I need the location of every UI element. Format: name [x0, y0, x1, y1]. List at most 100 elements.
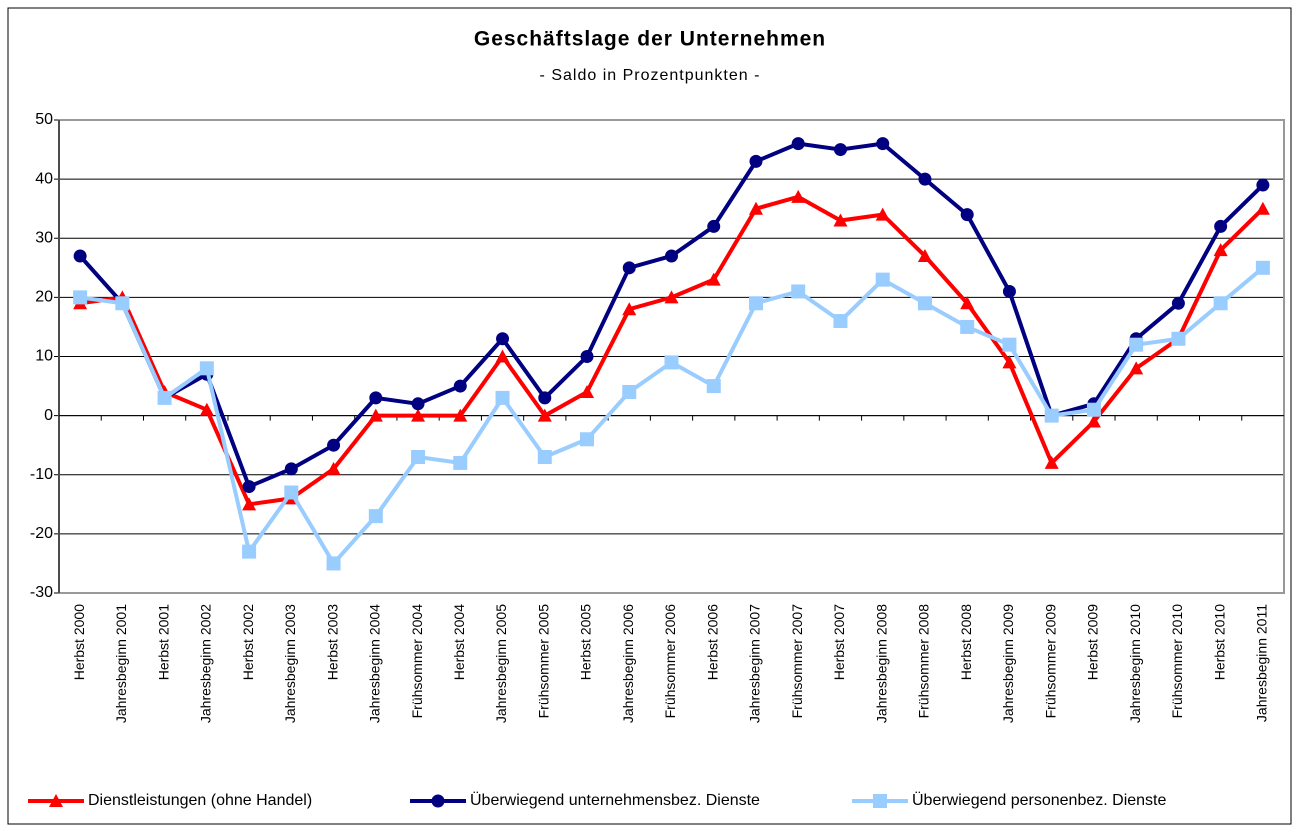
marker	[580, 350, 594, 363]
legend-label: Dienstleistungen (ohne Handel)	[88, 792, 312, 809]
marker	[622, 261, 636, 275]
marker	[791, 189, 806, 203]
y-tick-label: 20	[35, 289, 53, 306]
marker	[284, 485, 299, 500]
marker	[833, 314, 848, 329]
marker	[665, 249, 678, 263]
marker	[538, 391, 552, 405]
marker	[284, 462, 298, 476]
x-tick-label: Frühsommer 2006	[662, 604, 678, 719]
marker	[876, 137, 890, 151]
marker	[706, 379, 721, 394]
marker	[199, 361, 214, 376]
x-tick-label: Frühsommer 2009	[1042, 604, 1058, 719]
x-tick-label: Frühsommer 2010	[1169, 604, 1185, 719]
marker	[537, 408, 552, 422]
marker	[1255, 260, 1270, 275]
marker	[496, 332, 510, 346]
marker	[875, 272, 890, 287]
marker	[115, 296, 130, 311]
x-tick-label: Jahresbeginn 2006	[620, 604, 636, 723]
marker	[664, 290, 679, 304]
marker	[960, 319, 975, 334]
legend-label: Überwiegend personenbez. Dienste	[912, 791, 1166, 809]
x-tick-label: Herbst 2007	[831, 604, 847, 680]
x-tick-label: Frühsommer 2007	[789, 604, 805, 719]
marker	[622, 302, 637, 316]
marker	[918, 172, 932, 186]
x-tick-label: Herbst 2005	[578, 604, 594, 680]
marker	[453, 379, 467, 393]
marker	[1213, 296, 1228, 311]
x-tick-label: Jahresbeginn 2004	[367, 604, 383, 723]
y-tick-label: -30	[30, 584, 53, 601]
chart-title: Geschäftslage der Unternehmen	[474, 28, 826, 51]
x-tick-label: Jahresbeginn 2002	[198, 604, 214, 723]
x-tick-label: Jahresbeginn 2009	[1000, 604, 1016, 723]
y-tick-label: -10	[30, 466, 53, 483]
marker	[1256, 178, 1270, 192]
marker	[1002, 355, 1017, 369]
legend-marker	[873, 794, 887, 808]
y-tick-label: -20	[30, 525, 53, 542]
x-tick-label: Frühsommer 2004	[409, 604, 425, 719]
marker	[242, 497, 257, 511]
x-tick-label: Frühsommer 2005	[535, 604, 551, 719]
marker	[326, 461, 341, 475]
marker	[369, 391, 383, 405]
marker	[495, 349, 510, 363]
x-tick-label: Jahresbeginn 2010	[1127, 604, 1143, 723]
marker	[326, 556, 341, 571]
marker	[411, 408, 426, 422]
marker	[242, 480, 256, 494]
x-tick-label: Herbst 2006	[704, 604, 720, 680]
marker	[411, 450, 426, 465]
y-tick-label: 50	[35, 111, 53, 128]
marker	[1213, 243, 1228, 257]
x-tick-label: Herbst 2010	[1211, 604, 1227, 680]
marker	[707, 219, 721, 233]
marker	[1086, 414, 1101, 428]
x-tick-label: Jahresbeginn 2007	[747, 604, 763, 723]
marker	[748, 296, 763, 311]
marker	[327, 438, 341, 452]
x-tick-label: Herbst 2002	[240, 604, 256, 680]
marker	[368, 509, 383, 524]
y-tick-label: 10	[35, 348, 53, 365]
x-tick-label: Herbst 2000	[71, 604, 87, 680]
marker	[960, 208, 974, 222]
marker	[411, 397, 425, 411]
marker	[242, 544, 257, 559]
marker	[453, 408, 468, 422]
marker	[749, 154, 763, 168]
marker	[833, 213, 848, 227]
x-tick-label: Herbst 2008	[958, 604, 974, 680]
marker	[791, 137, 805, 151]
marker	[917, 248, 932, 262]
marker	[73, 249, 87, 263]
chart-subtitle: - Saldo in Prozentpunkten -	[540, 67, 761, 84]
y-tick-label: 30	[35, 229, 53, 246]
y-tick-label: 40	[35, 170, 53, 187]
x-tick-label: Jahresbeginn 2011	[1254, 604, 1270, 722]
marker	[1002, 337, 1017, 352]
marker	[917, 296, 932, 311]
marker	[580, 384, 595, 398]
x-tick-label: Jahresbeginn 2005	[493, 604, 509, 723]
marker	[622, 384, 637, 399]
legend-marker	[49, 794, 63, 807]
marker	[791, 284, 806, 299]
x-tick-label: Herbst 2001	[155, 604, 171, 680]
x-tick-label: Herbst 2004	[451, 604, 467, 680]
marker	[580, 432, 595, 447]
marker	[1171, 296, 1185, 310]
x-tick-label: Jahresbeginn 2008	[873, 604, 889, 723]
marker	[664, 355, 679, 370]
marker	[960, 296, 975, 310]
legend-label: Überwiegend unternehmensbez. Dienste	[470, 791, 760, 809]
marker	[199, 402, 214, 416]
marker	[1044, 408, 1059, 423]
x-tick-label: Frühsommer 2008	[916, 604, 932, 719]
marker	[453, 455, 468, 470]
